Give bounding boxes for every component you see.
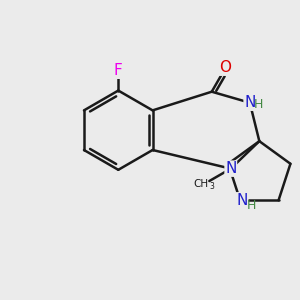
Text: O: O: [220, 60, 232, 75]
Text: N: N: [225, 161, 236, 176]
Text: 3: 3: [210, 182, 215, 191]
Text: N: N: [244, 95, 256, 110]
Text: CH: CH: [194, 179, 209, 189]
Text: N: N: [236, 193, 248, 208]
Text: H: H: [254, 98, 263, 111]
Text: F: F: [114, 63, 123, 78]
Text: H: H: [246, 199, 256, 212]
